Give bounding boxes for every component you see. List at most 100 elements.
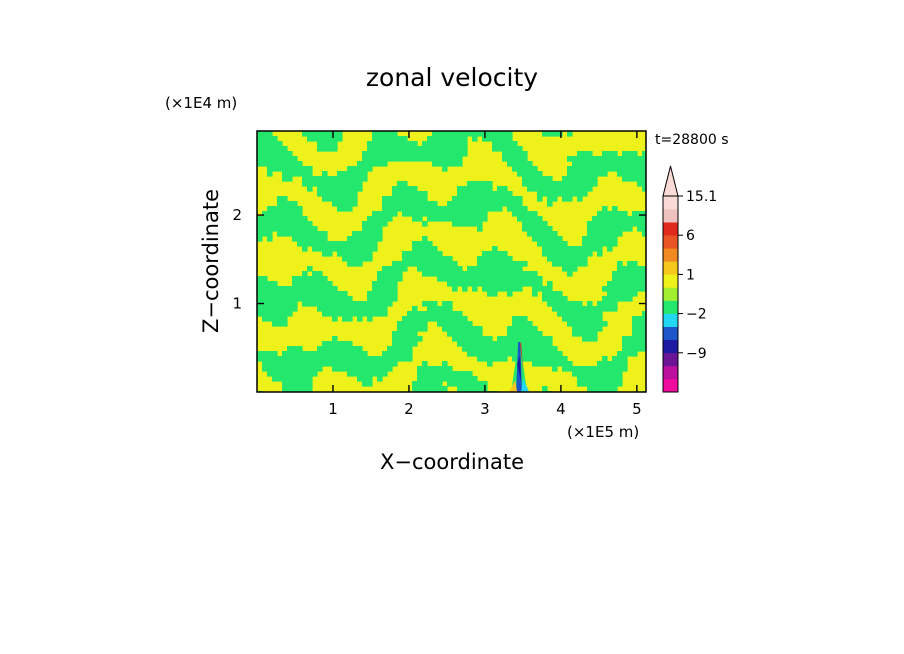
field-cell-negative: [382, 131, 388, 137]
field-cell-negative: [582, 236, 588, 242]
field-cell-negative: [547, 201, 553, 207]
field-cell-negative: [357, 361, 363, 367]
field-cell-negative: [347, 316, 353, 322]
field-cell-negative: [457, 276, 463, 282]
field-cell-negative: [372, 216, 378, 222]
field-cell-negative: [387, 281, 393, 287]
field-cell-negative: [387, 136, 393, 142]
field-cell-negative: [382, 281, 388, 287]
field-cell-negative: [397, 186, 403, 192]
field-cell-negative: [277, 146, 283, 152]
field-cell-negative: [457, 271, 463, 277]
field-cell-negative: [367, 361, 373, 367]
field-cell-negative: [597, 171, 603, 177]
field-cell-negative: [642, 181, 646, 187]
field-cell-negative: [502, 136, 508, 142]
field-cell-negative: [637, 286, 643, 292]
field-cell-negative: [407, 341, 413, 347]
field-cell-negative: [332, 181, 338, 187]
field-cell-negative: [427, 316, 433, 322]
field-cell-negative: [502, 261, 508, 267]
field-cell-negative: [422, 386, 428, 392]
field-cell-negative: [417, 246, 423, 252]
field-cell-negative: [542, 236, 548, 242]
field-cell-negative: [492, 191, 498, 197]
field-cell-negative: [627, 156, 633, 162]
field-cell-negative: [442, 366, 448, 372]
field-cell-negative: [302, 281, 308, 287]
field-cell-negative: [267, 366, 273, 372]
field-cell-negative: [272, 161, 278, 167]
field-cell-negative: [537, 341, 543, 347]
field-cell-negative: [547, 246, 553, 252]
field-cell-negative: [587, 166, 593, 172]
field-cell-negative: [447, 301, 453, 307]
field-cell-negative: [457, 151, 463, 157]
field-cell-negative: [497, 281, 503, 287]
field-cell-negative: [267, 141, 273, 147]
field-cell-negative: [497, 286, 503, 292]
field-cell-negative: [332, 136, 338, 142]
field-cell-negative: [337, 346, 343, 352]
field-cell-negative: [267, 236, 273, 242]
field-cell-negative: [267, 166, 273, 172]
field-cell-negative: [287, 161, 293, 167]
field-cell-negative: [407, 201, 413, 207]
field-cell-negative: [477, 336, 483, 342]
field-cell-negative: [632, 316, 638, 322]
field-cell-negative: [572, 191, 578, 197]
field-cell-negative: [287, 201, 293, 207]
field-cell-negative: [487, 341, 493, 347]
field-cell-negative: [477, 386, 483, 392]
field-cell-negative: [457, 316, 463, 322]
field-cell-negative: [272, 301, 278, 307]
field-cell-negative: [462, 386, 468, 392]
field-cell-negative: [442, 376, 448, 382]
field-cell-negative: [602, 171, 608, 177]
field-cell-negative: [262, 356, 268, 362]
field-cell-negative: [502, 351, 508, 357]
field-cell-negative: [522, 171, 528, 177]
field-cell-negative: [612, 166, 618, 172]
field-cell-negative: [527, 351, 533, 357]
field-cell-negative: [317, 346, 323, 352]
field-cell-negative: [542, 351, 548, 357]
field-cell-negative: [372, 246, 378, 252]
field-cell-negative: [517, 156, 523, 162]
field-cell-negative: [472, 386, 478, 392]
field-cell-negative: [392, 351, 398, 357]
field-cell-negative: [617, 221, 623, 227]
field-cell-negative: [367, 236, 373, 242]
field-cell-negative: [457, 196, 463, 202]
field-cell-negative: [397, 356, 403, 362]
field-cell-negative: [337, 361, 343, 367]
field-cell-negative: [347, 171, 353, 177]
field-cell-negative: [437, 211, 443, 217]
field-cell-negative: [257, 226, 263, 232]
field-cell-negative: [397, 331, 403, 337]
field-cell-negative: [552, 231, 558, 237]
field-cell-negative: [532, 216, 538, 222]
field-cell-negative: [392, 361, 398, 367]
field-cell-negative: [302, 246, 308, 252]
field-cell-negative: [382, 296, 388, 302]
field-cell-negative: [267, 136, 273, 142]
field-cell-negative: [417, 326, 423, 332]
field-cell-negative: [632, 331, 638, 337]
field-cell-negative: [532, 211, 538, 217]
field-cell-negative: [567, 311, 573, 317]
field-cell-negative: [467, 201, 473, 207]
field-cell-negative: [322, 341, 328, 347]
field-cell-negative: [307, 236, 313, 242]
field-cell-negative: [272, 141, 278, 147]
field-cell-negative: [327, 186, 333, 192]
field-cell-negative: [292, 206, 298, 212]
field-cell-negative: [637, 216, 643, 222]
field-cell-negative: [597, 376, 603, 382]
field-cell-negative: [472, 351, 478, 357]
field-cell-negative: [267, 306, 273, 312]
field-cell-negative: [362, 156, 368, 162]
field-cell-negative: [562, 251, 568, 257]
field-cell-negative: [567, 306, 573, 312]
field-cell-negative: [492, 131, 498, 137]
